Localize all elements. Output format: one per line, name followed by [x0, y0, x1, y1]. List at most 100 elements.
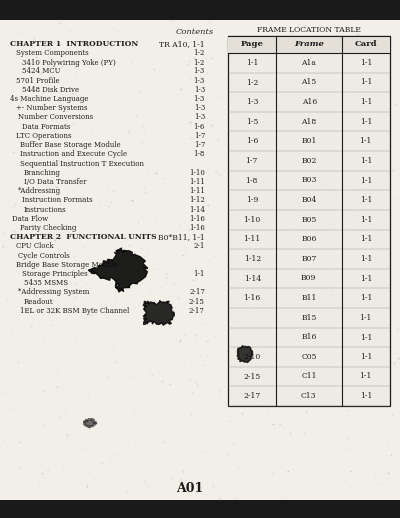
Text: 1-1: 1-1 [360, 137, 372, 145]
Text: 1-2: 1-2 [193, 59, 205, 66]
Text: 1-7: 1-7 [194, 132, 205, 140]
Text: Frame: Frame [294, 40, 324, 49]
Polygon shape [237, 346, 253, 363]
Text: 1-1: 1-1 [360, 294, 372, 302]
Text: *Addressing: *Addressing [18, 188, 61, 195]
Text: B15: B15 [302, 314, 317, 322]
Text: Instruction and Execute Cycle: Instruction and Execute Cycle [20, 150, 127, 158]
Text: 1EL or 32K BSM Byte Channel: 1EL or 32K BSM Byte Channel [20, 307, 129, 315]
Text: 1-1: 1-1 [360, 98, 372, 106]
Text: LTC Operations: LTC Operations [16, 132, 72, 140]
Text: B09: B09 [301, 275, 316, 282]
Text: 1-6: 1-6 [246, 137, 258, 145]
Text: 1-3: 1-3 [194, 77, 205, 85]
Text: Bridge Base Storage Module: Bridge Base Storage Module [16, 261, 118, 269]
Text: 1-3: 1-3 [194, 86, 205, 94]
Text: CHAPTER 2  FUNCTIONAL UNITS: CHAPTER 2 FUNCTIONAL UNITS [10, 233, 157, 241]
Text: Contents: Contents [176, 28, 214, 36]
Text: 2-17: 2-17 [243, 392, 260, 400]
Text: 1-1: 1-1 [360, 372, 372, 381]
Text: Card: Card [355, 40, 377, 49]
Text: 1-1: 1-1 [360, 275, 372, 283]
Text: 1-2: 1-2 [194, 49, 205, 57]
Text: CPU Clock: CPU Clock [16, 242, 53, 250]
Text: 1-3: 1-3 [194, 95, 205, 103]
Text: 5448 Disk Drive: 5448 Disk Drive [22, 86, 79, 94]
Text: 1-8: 1-8 [246, 177, 258, 184]
Text: B16: B16 [302, 333, 317, 341]
Text: B0*B11, 1-1: B0*B11, 1-1 [158, 233, 205, 241]
Text: Data Formats: Data Formats [22, 123, 70, 131]
Text: 1-16: 1-16 [190, 215, 205, 223]
Text: 1-3: 1-3 [246, 98, 258, 106]
Text: C13: C13 [301, 392, 317, 400]
Text: 1-11: 1-11 [243, 235, 260, 243]
Text: Sequential Instruction T Execution: Sequential Instruction T Execution [20, 160, 144, 168]
Text: Number Conversions: Number Conversions [18, 113, 93, 121]
Text: 1-11: 1-11 [189, 178, 205, 186]
Text: 1-16: 1-16 [190, 224, 205, 232]
Text: Instructions: Instructions [24, 206, 67, 213]
Text: 1-1: 1-1 [360, 235, 372, 243]
Text: B02: B02 [301, 157, 317, 165]
Text: B05: B05 [302, 215, 317, 224]
Text: 1-9: 1-9 [246, 196, 258, 204]
Text: 1-1: 1-1 [360, 78, 372, 87]
Text: B06: B06 [302, 236, 317, 243]
Text: A01: A01 [176, 482, 204, 495]
Text: TR A10, 1-1: TR A10, 1-1 [159, 40, 205, 48]
Text: 2-1: 2-1 [193, 242, 205, 250]
Text: 1-12: 1-12 [189, 196, 205, 205]
Text: 2-15: 2-15 [243, 372, 260, 381]
Text: 1-12: 1-12 [244, 255, 261, 263]
Text: 1-14: 1-14 [189, 206, 205, 213]
Text: 4s Machine Language: 4s Machine Language [10, 95, 88, 103]
Text: 1-7: 1-7 [194, 141, 205, 149]
Text: 1-1: 1-1 [360, 59, 372, 67]
Text: A18: A18 [301, 118, 316, 126]
Text: 1-3: 1-3 [194, 67, 205, 76]
Text: *Addressing System: *Addressing System [18, 289, 90, 296]
Text: 1-6: 1-6 [194, 123, 205, 131]
Text: Branching: Branching [24, 169, 60, 177]
Text: 5424 MCU: 5424 MCU [22, 67, 60, 76]
Text: 1-1: 1-1 [360, 196, 372, 204]
Text: 2-17: 2-17 [190, 289, 205, 296]
Polygon shape [83, 419, 97, 428]
Text: 1-1: 1-1 [360, 392, 372, 400]
Text: +- Number Systems: +- Number Systems [16, 104, 88, 112]
Text: C11: C11 [302, 372, 317, 380]
Text: I/O Data Transfer: I/O Data Transfer [24, 178, 87, 186]
Text: Page: Page [240, 40, 264, 49]
Text: 1-8: 1-8 [193, 150, 205, 158]
Text: A16: A16 [302, 98, 317, 106]
Text: A1a: A1a [301, 59, 316, 67]
Text: Readout: Readout [24, 297, 53, 306]
Text: 1-5: 1-5 [246, 118, 258, 125]
Text: 1-1: 1-1 [360, 177, 372, 184]
Text: 1-1: 1-1 [246, 59, 258, 67]
Text: 1-10: 1-10 [243, 216, 260, 224]
Text: 5435 MSMS: 5435 MSMS [24, 279, 68, 287]
Text: Storage Principles: Storage Principles [22, 270, 88, 278]
Text: 1-1: 1-1 [360, 334, 372, 341]
Text: 1-10: 1-10 [189, 169, 205, 177]
Text: 1-1: 1-1 [194, 270, 205, 278]
Text: 1-2: 1-2 [246, 79, 258, 87]
Text: B07: B07 [302, 255, 317, 263]
Text: B01: B01 [301, 137, 317, 146]
Text: 1-11: 1-11 [189, 188, 205, 195]
Polygon shape [88, 248, 148, 292]
Text: 3410 Polywiring Yoke (PY): 3410 Polywiring Yoke (PY) [22, 59, 116, 66]
Text: 1-1: 1-1 [360, 255, 372, 263]
Text: 5701 Profile: 5701 Profile [16, 77, 60, 85]
Text: FRAME LOCATION TABLE: FRAME LOCATION TABLE [257, 26, 361, 34]
Text: 1-3: 1-3 [194, 104, 205, 112]
Text: Instruction Formats: Instruction Formats [22, 196, 92, 205]
Text: 2-17: 2-17 [189, 307, 205, 315]
Text: A15: A15 [302, 78, 317, 87]
Text: C05: C05 [302, 353, 317, 361]
Text: Parity Checking: Parity Checking [20, 224, 77, 232]
Text: 2-15: 2-15 [189, 297, 205, 306]
Text: B03: B03 [301, 176, 317, 184]
